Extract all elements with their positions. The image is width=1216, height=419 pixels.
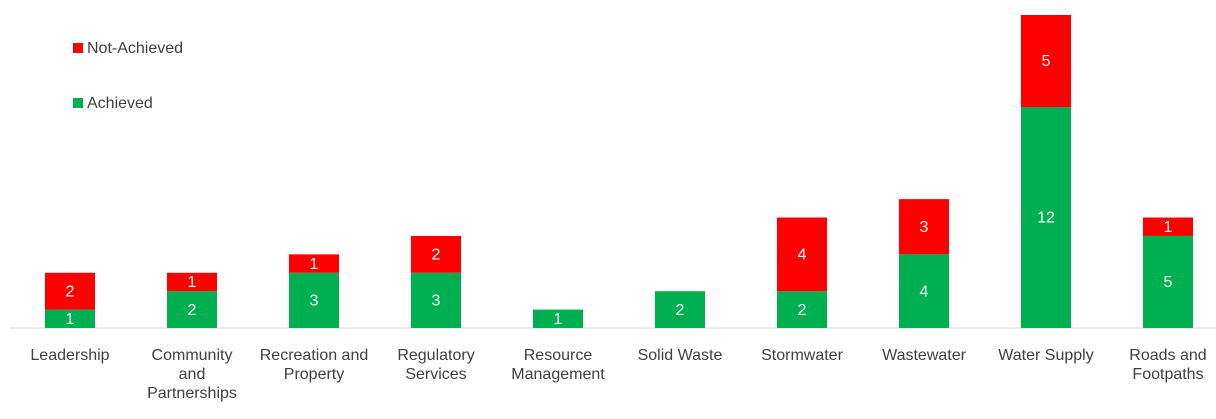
data-label: 3 xyxy=(310,293,319,310)
data-label: 1 xyxy=(66,311,75,328)
legend-label: Achieved xyxy=(87,95,153,112)
x-tick-label: Wastewater xyxy=(882,347,966,364)
legend-swatch xyxy=(73,43,83,53)
x-tick-label: Solid Waste xyxy=(637,347,723,364)
bar-segment xyxy=(777,217,827,292)
bar-segment xyxy=(777,291,827,328)
bar-segment xyxy=(45,272,95,310)
bar-segment xyxy=(533,309,583,328)
x-tick-label: Leadership xyxy=(30,347,110,364)
data-label: 1 xyxy=(310,256,319,273)
data-label: 2 xyxy=(66,283,75,300)
bar-segment xyxy=(1143,235,1193,328)
bar-segment xyxy=(289,254,339,273)
data-label: 1 xyxy=(1164,219,1173,236)
bar-segment xyxy=(167,272,217,292)
bar-segment xyxy=(411,272,461,328)
legend-label: Not-Achieved xyxy=(87,40,183,57)
data-label: 2 xyxy=(798,302,807,319)
x-tick-label: Resource Management xyxy=(511,347,605,383)
bar-segment xyxy=(1021,15,1071,108)
bar-segment xyxy=(899,199,949,255)
data-label: 3 xyxy=(920,219,929,236)
bar-segment xyxy=(167,291,217,328)
legend-swatch xyxy=(73,98,83,108)
bar-segment xyxy=(289,272,339,328)
data-label: 2 xyxy=(676,302,685,319)
x-tick-label: Regulatory Services xyxy=(397,347,475,383)
x-tick-label: Community and Partnerships xyxy=(147,347,237,402)
bar-segment xyxy=(1021,107,1071,328)
data-label: 4 xyxy=(920,283,929,300)
bar-segment xyxy=(899,254,949,328)
data-label: 2 xyxy=(432,247,441,264)
bar-segment xyxy=(411,235,461,273)
x-tick-label: Water Supply xyxy=(998,347,1094,364)
data-label: 1 xyxy=(188,274,197,291)
bar-segment xyxy=(1143,217,1193,236)
data-label: 1 xyxy=(554,311,563,328)
data-label: 3 xyxy=(432,293,441,310)
x-tick-label: Recreation and Property xyxy=(259,347,369,383)
x-tick-label: Roads and Footpaths xyxy=(1129,347,1207,383)
data-label: 12 xyxy=(1037,210,1055,227)
data-label: 2 xyxy=(188,302,197,319)
x-tick-label: Stormwater xyxy=(761,347,843,364)
bar-segment xyxy=(45,309,95,328)
bar-segment xyxy=(655,291,705,328)
data-label: 5 xyxy=(1164,274,1173,291)
data-label: 5 xyxy=(1042,53,1051,70)
data-label: 4 xyxy=(798,247,807,264)
